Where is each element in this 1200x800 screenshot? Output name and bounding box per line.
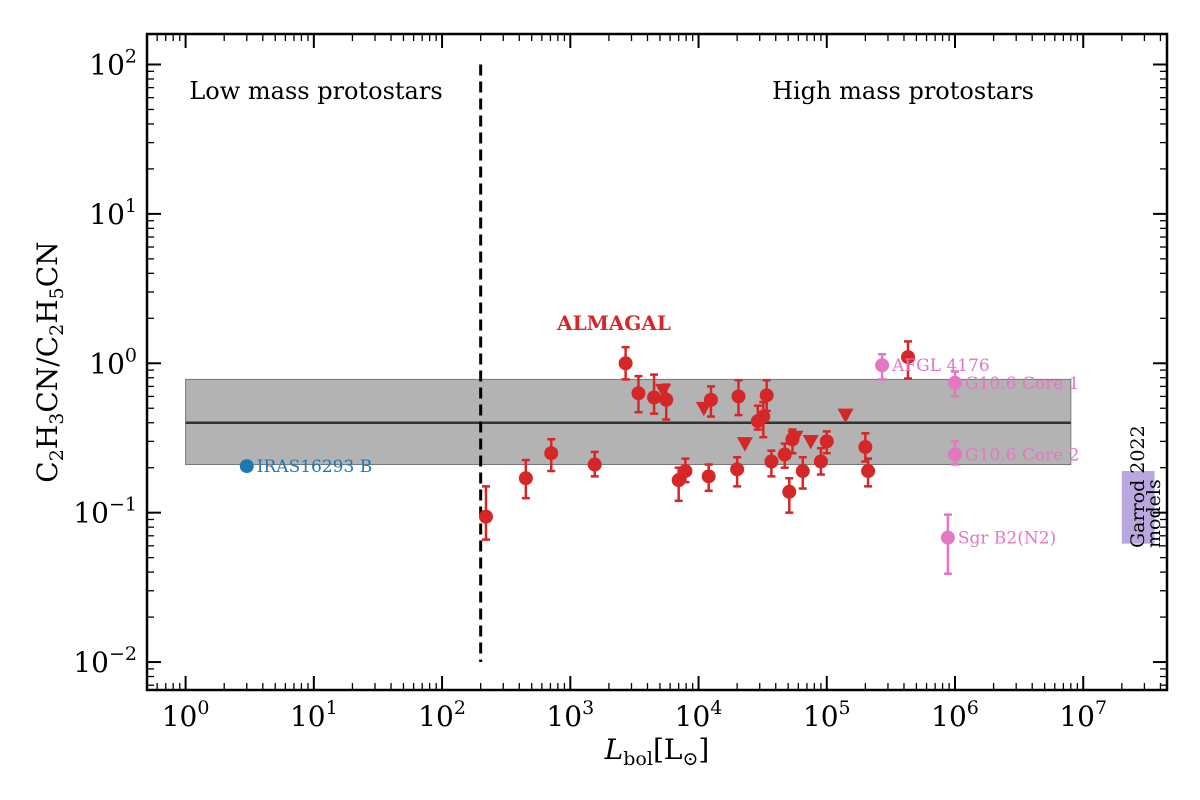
garrod-models-box bbox=[1121, 471, 1155, 544]
plot-frame bbox=[145, 32, 1169, 692]
almagal-label: ALMAGAL bbox=[556, 311, 671, 335]
data-point bbox=[858, 440, 873, 455]
x-tick-label: 100 bbox=[162, 697, 210, 733]
data-point bbox=[948, 375, 963, 390]
x-tick-label: 104 bbox=[675, 697, 723, 733]
data-point bbox=[756, 409, 771, 424]
data-point bbox=[631, 386, 646, 401]
data-point bbox=[875, 358, 890, 373]
data-point bbox=[782, 484, 797, 499]
x-tick-label: 106 bbox=[931, 697, 979, 733]
garrod-rect bbox=[1121, 471, 1155, 544]
x-axis-label: Lbol[L⊙] bbox=[604, 733, 710, 770]
upper-limit-marker bbox=[695, 401, 712, 417]
point-label: G10.6 Core 1 bbox=[965, 374, 1079, 394]
garrod-label-line1: Garrod 2022 bbox=[1127, 425, 1149, 548]
upper-limit-marker bbox=[802, 434, 819, 450]
data-point bbox=[478, 509, 493, 524]
data-point bbox=[795, 464, 810, 479]
point-label: G10.6 Core 2 bbox=[965, 446, 1079, 466]
data-point bbox=[731, 389, 746, 404]
data-point bbox=[777, 447, 792, 462]
x-tick-label: 105 bbox=[803, 697, 851, 733]
point-label: AFGL 4176 bbox=[891, 356, 990, 376]
low-mass-label: Low mass protostars bbox=[189, 77, 442, 105]
data-point bbox=[587, 457, 602, 472]
data-point bbox=[647, 390, 662, 405]
upper-limit-marker bbox=[736, 437, 753, 452]
y-tick-label: 102 bbox=[89, 45, 137, 81]
upper-limit-marker bbox=[837, 408, 854, 424]
y-tick-label: 101 bbox=[89, 195, 137, 231]
data-point bbox=[861, 464, 876, 479]
upper-limit-marker bbox=[787, 430, 804, 446]
x-tick-label: 107 bbox=[1059, 697, 1107, 733]
high-mass-label: High mass protostars bbox=[772, 77, 1034, 105]
data-point bbox=[940, 530, 955, 545]
point-label: IRAS16293 B bbox=[257, 457, 372, 477]
data-point bbox=[518, 471, 533, 486]
data-point bbox=[813, 454, 828, 469]
x-tick-label: 101 bbox=[290, 697, 338, 733]
y-axis-label: C2H3CN/C2H5CN bbox=[31, 241, 68, 482]
data-point bbox=[544, 446, 559, 461]
data-point bbox=[948, 447, 963, 462]
data-point bbox=[618, 356, 633, 371]
point-label: Sgr B2(N2) bbox=[958, 529, 1056, 549]
data-point bbox=[901, 350, 916, 365]
scatter-range-band bbox=[185, 378, 1072, 466]
data-point bbox=[701, 469, 716, 484]
garrod-label-line2: models bbox=[1143, 479, 1165, 548]
data-point bbox=[759, 388, 774, 403]
data-point bbox=[819, 434, 834, 449]
y-tick-label: 10−1 bbox=[73, 494, 137, 530]
y-tick-label: 10−2 bbox=[73, 643, 137, 679]
data-points bbox=[239, 340, 963, 576]
data-point bbox=[678, 464, 693, 479]
x-tick-label: 102 bbox=[418, 697, 466, 733]
data-point bbox=[730, 462, 745, 477]
axes: 100 101 102 103 104 105 106 107 10−2 10−1 100 101 10… bbox=[73, 32, 1169, 733]
upper-limit-marker bbox=[655, 383, 672, 399]
x-tick-label: 103 bbox=[546, 697, 594, 733]
y-tick-label: 100 bbox=[89, 344, 137, 380]
data-point bbox=[764, 454, 779, 469]
data-point bbox=[239, 459, 254, 474]
